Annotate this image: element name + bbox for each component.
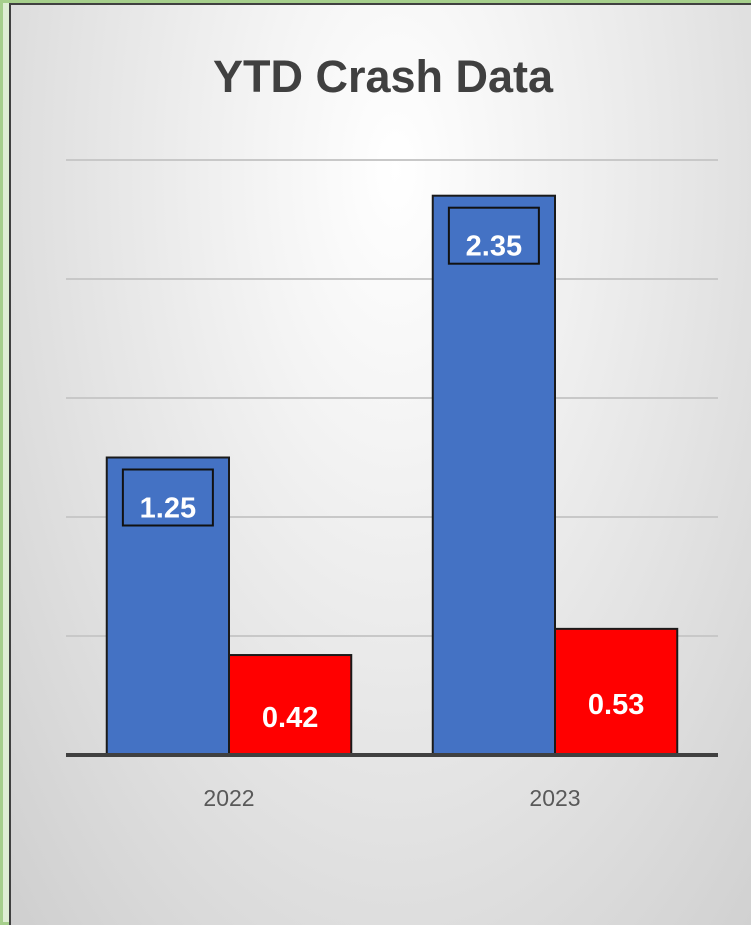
x-tick-label-2023: 2023 [529, 785, 580, 811]
data-label-box [447, 206, 540, 265]
data-label-2023-series-2: 0.53 [588, 689, 644, 721]
data-labels: 1.25 0.42 2.35 0.53 [121, 206, 644, 734]
data-label-box [121, 468, 214, 527]
bar-2023-series-1 [431, 194, 556, 756]
data-label-2023-series-1: 2.35 [466, 231, 522, 263]
x-tick-label-2022: 2022 [203, 785, 254, 811]
bar-2022-series-1 [105, 456, 230, 756]
data-label-2022-series-1: 1.25 [140, 493, 196, 525]
x-axis-tick-labels: 2022 2023 [203, 785, 580, 811]
data-label-2022-series-2: 0.42 [262, 702, 318, 734]
bars [105, 194, 679, 756]
chart-title: YTD Crash Data [213, 51, 554, 102]
